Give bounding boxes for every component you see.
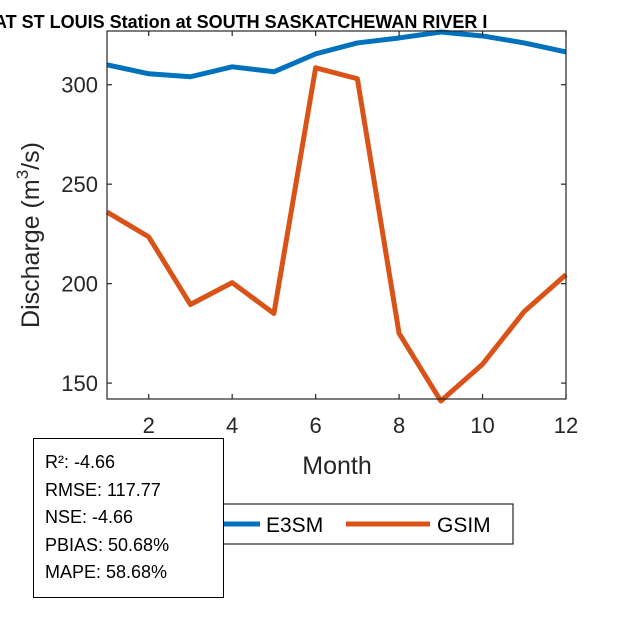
- y-axis-label: Discharge (m3/s): [13, 142, 45, 328]
- metric-r2: R²: -4.66: [45, 452, 116, 472]
- x-tick-label-10: 10: [470, 413, 494, 438]
- series-line-e3sm: [106, 29, 567, 80]
- y-tick-label-150: 150: [61, 371, 98, 396]
- axes-frame: [106, 30, 567, 400]
- y-tick-label-200: 200: [61, 272, 98, 297]
- y-axis-label-prefix: Discharge (m: [17, 179, 45, 328]
- x-tick-label-8: 8: [393, 413, 405, 438]
- metric-rmse: RMSE: 117.77: [45, 479, 161, 500]
- chart-title: AT ST LOUIS Station at SOUTH SASKATCHEWA…: [0, 12, 487, 32]
- legend: E3SM GSIM: [212, 503, 514, 545]
- y-tick-label-250: 250: [61, 172, 98, 197]
- y-axis-label-suffix: /s): [17, 142, 45, 170]
- plot-background: [107, 31, 566, 399]
- x-tick-label-6: 6: [310, 413, 322, 438]
- legend-label-e3sm: E3SM: [266, 514, 323, 537]
- series-line-gsim: [105, 65, 568, 404]
- x-tick-label-12: 12: [554, 413, 578, 438]
- metrics-box: R²: -4.66 RMSE: 117.77 NSE: -4.66 PBIAS:…: [33, 438, 224, 598]
- x-tick-label-4: 4: [226, 413, 238, 438]
- metric-mape: MAPE: 58.68%: [45, 562, 168, 582]
- x-tick-label-2: 2: [143, 413, 155, 438]
- metric-nse: NSE: -4.66: [45, 507, 134, 527]
- y-axis-label-superscript: 3: [13, 170, 32, 179]
- x-axis-label: Month: [302, 452, 371, 480]
- legend-label-gsim: GSIM: [437, 514, 491, 537]
- y-tick-label-300: 300: [61, 73, 98, 98]
- plot-area: 2 4 6 8 10 12 150 200 250 300: [61, 29, 578, 438]
- metric-pbias: PBIAS: 50.68%: [45, 534, 170, 555]
